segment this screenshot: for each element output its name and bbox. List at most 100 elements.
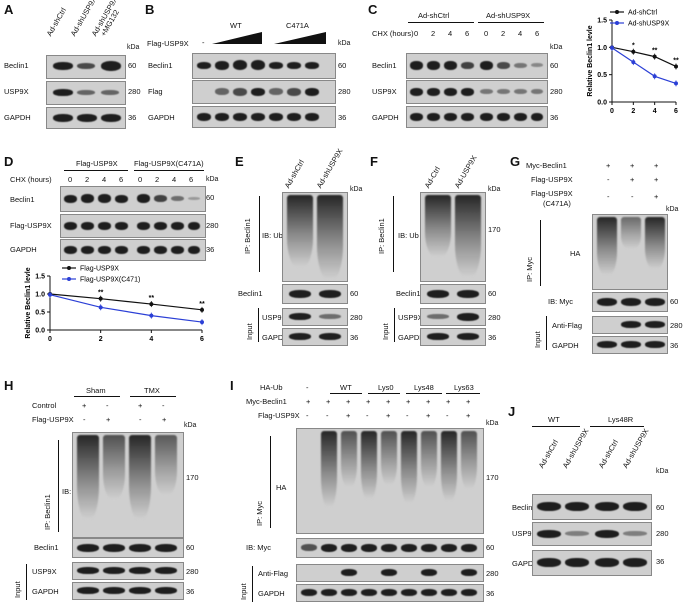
gapdh-label: GAPDH — [258, 589, 285, 598]
western-blot-band-row — [420, 308, 486, 326]
western-blot-band-row — [532, 550, 652, 576]
anti-flag-label: Anti-Flag — [552, 321, 583, 330]
data-point — [149, 302, 154, 307]
row-label: GAPDH — [32, 587, 59, 596]
sign: + — [386, 397, 391, 406]
series-line — [49, 294, 203, 323]
data-point — [200, 307, 204, 312]
western-blot-band-row — [282, 284, 348, 304]
lane-label: Ad-shCtrl — [44, 6, 69, 38]
mw-marker: 60 — [186, 543, 195, 552]
time-label: 2 — [85, 175, 90, 184]
sign: + — [406, 397, 411, 406]
condition-label: (C471A) — [543, 199, 571, 208]
sign: - — [139, 415, 142, 424]
line-chart-d: 0.0 0.5 1.0 1.5 0 2 4 6 Relative Beclin1 levle **… — [25, 266, 205, 344]
legend-marker — [67, 277, 71, 281]
y-tick-label: 1.5 — [597, 18, 607, 25]
time-label: 0 — [68, 175, 73, 184]
kda-label: kDa — [206, 176, 219, 183]
sign: - — [326, 411, 329, 420]
row-label: GAPDH — [372, 113, 399, 122]
condition-label: Flag-USP9X — [147, 39, 189, 48]
group-label: C471A — [286, 21, 309, 30]
panel-letter-d: D — [4, 154, 14, 169]
mw-marker: 170 — [186, 473, 199, 482]
ha-label: HA — [570, 249, 581, 258]
anti-flag-label: Anti-Flag — [258, 569, 289, 578]
ubiquitin-smear — [72, 432, 184, 538]
mw-marker: 60 — [350, 289, 359, 298]
sign: + — [654, 192, 659, 201]
mw-marker: 280 — [488, 313, 501, 322]
sign: - — [306, 411, 309, 420]
row-label: GAPDH — [4, 113, 31, 122]
time-label: 2 — [431, 29, 436, 38]
series-line — [611, 47, 677, 84]
western-blot-band-row — [296, 564, 484, 582]
panel-letter-b: B — [145, 2, 155, 17]
mw-marker: 280 — [186, 567, 199, 576]
western-blot-band-row — [60, 214, 206, 238]
row-label: Flag-USP9X — [10, 221, 52, 230]
ip-label: IP: Beclin1 — [43, 494, 52, 530]
western-blot-band-row — [296, 584, 484, 602]
group-label: WT — [340, 383, 352, 392]
input-label: Input — [381, 323, 390, 340]
ip-label: IP: Beclin1 — [243, 218, 252, 254]
mw-marker: 280 — [656, 529, 669, 538]
condition-label: HA-Ub — [260, 383, 283, 392]
y-axis-label: Relative Beclin1 levle — [587, 25, 594, 96]
sign: + — [630, 161, 635, 170]
group-label: Lys0 — [378, 383, 394, 392]
significance-label: * — [632, 43, 635, 50]
data-point — [652, 74, 657, 79]
condition-label: Control — [32, 401, 57, 410]
ip-label: IP: Myc — [255, 500, 264, 526]
panel-letter-f: F — [370, 154, 378, 169]
data-point — [631, 60, 636, 65]
panel-letter-i: I — [230, 378, 234, 393]
western-blot-band-row — [46, 55, 126, 79]
western-blot-band-row — [192, 106, 336, 128]
mw-marker: 60 — [206, 193, 215, 202]
lane-label: Ad-USP9X — [452, 153, 479, 190]
ubiquitin-smear — [296, 428, 484, 534]
mw-marker: 280 — [486, 569, 499, 578]
panel-letter-c: C — [368, 2, 378, 17]
lane-label: Ad-shUSP9X — [560, 426, 591, 470]
x-tick-label: 4 — [149, 336, 153, 343]
mw-marker: 280 — [550, 87, 563, 96]
row-label: Beclin1 — [512, 503, 537, 512]
western-blot-band-row — [46, 107, 126, 129]
time-label: 0 — [414, 29, 419, 38]
data-point — [48, 292, 52, 297]
row-label: Beclin1 — [396, 289, 421, 298]
western-blot-band-row — [532, 522, 652, 546]
western-blot-band-row — [72, 582, 184, 600]
row-label: Beclin1 — [34, 543, 59, 552]
mw-marker: 280 — [206, 221, 219, 230]
western-blot-band-row — [420, 328, 486, 346]
lane-label: Ad-shCtrl — [282, 158, 307, 190]
mw-marker: 60 — [488, 289, 497, 298]
data-point — [631, 49, 636, 54]
significance-label: ** — [199, 301, 205, 308]
lane-label: Ad-shCtrl — [596, 438, 621, 470]
sign: - — [607, 175, 610, 184]
sign: + — [326, 397, 331, 406]
sign: - — [446, 411, 449, 420]
mw-marker: 36 — [128, 113, 137, 122]
data-point — [674, 81, 678, 86]
ib-label: IB: Ub — [398, 231, 419, 240]
mw-marker: 60 — [656, 503, 665, 512]
ha-label: HA — [276, 483, 287, 492]
row-label: Beclin1 — [238, 289, 263, 298]
lane-label: Ad-shUSP9X — [314, 146, 345, 190]
kda-label: kDa — [350, 186, 363, 193]
row-label: Beclin1 — [4, 61, 29, 70]
western-blot-band-row — [592, 336, 668, 354]
western-blot-band-row — [406, 53, 548, 79]
ubiquitin-smear — [592, 214, 668, 290]
time-label: 6 — [189, 175, 194, 184]
